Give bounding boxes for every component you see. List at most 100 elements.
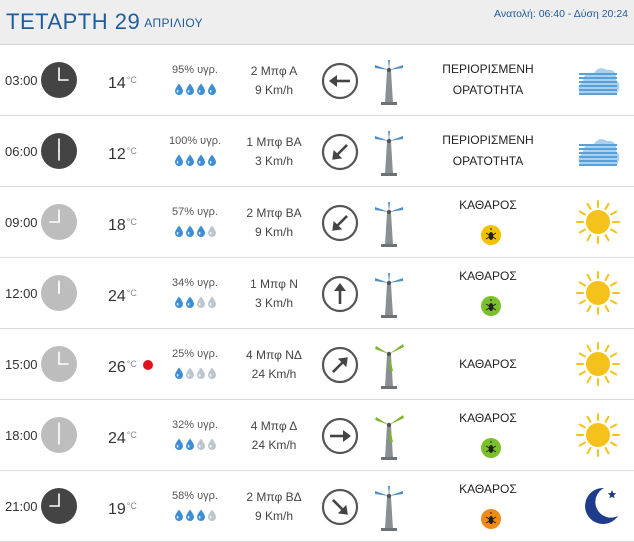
- temperature-value: 18: [108, 217, 126, 234]
- humidity-value: 25% υγρ.: [172, 348, 218, 360]
- pollen-green-icon[interactable]: [480, 295, 502, 317]
- hour-label: 15:00: [5, 357, 38, 372]
- arrow-up-icon: [321, 275, 359, 313]
- temperature: 12°C: [108, 116, 137, 187]
- condition-line: ΟΡΑΤΟΤΗΤΑ: [452, 154, 524, 168]
- condition-label: ΚΑΘΑΡΟΣ: [430, 198, 546, 212]
- drop-icon: [195, 82, 206, 99]
- condition-label: ΚΑΘΑΡΟΣ: [430, 411, 546, 425]
- wind-info: 1 Μπφ Ν 3 Km/h: [236, 275, 312, 313]
- wind-speed: 3 Km/h: [254, 296, 293, 310]
- drop-icon: [195, 224, 206, 241]
- temperature-value: 24: [108, 430, 126, 447]
- humidity-value: 95% υγρ.: [172, 64, 218, 76]
- temperature-unit: °C: [126, 288, 137, 298]
- wind-turbine-icon: [371, 270, 407, 318]
- humidity-drops: [160, 82, 230, 95]
- humidity-value: 57% υγρ.: [172, 206, 218, 218]
- drop-icon: [184, 366, 195, 383]
- arrow-down-right-icon: [321, 488, 359, 526]
- forecast-row: 21:00 19°C 58% υγρ. 2 Μπφ ΒΔ 9 Km/h ΚΑΘΑΡΟΣ: [0, 471, 634, 542]
- drop-icon: [206, 295, 217, 312]
- temperature: 19°C: [108, 471, 137, 542]
- wind-speed: 3 Km/h: [254, 154, 293, 168]
- temperature: 24°C: [108, 400, 137, 471]
- temperature-value: 14: [108, 75, 126, 92]
- humidity: 100% υγρ.: [160, 134, 230, 166]
- wind-turbine-icon: [371, 341, 407, 389]
- sun-icon: [574, 411, 622, 459]
- drop-icon: [184, 82, 195, 99]
- forecast-row: 03:00 14°C 95% υγρ. 2 Μπφ Α 9 Km/h ΠΕΡΙΟΡΙΣ…: [0, 45, 634, 116]
- wind-force: 2 Μπφ ΒΑ: [246, 206, 302, 220]
- drop-icon: [173, 437, 184, 454]
- humidity-drops: [160, 295, 230, 308]
- fog-icon: [574, 127, 622, 175]
- hour-label: 06:00: [5, 144, 38, 159]
- condition-label: ΚΑΘΑΡΟΣ: [430, 482, 546, 496]
- drop-icon: [184, 224, 195, 241]
- forecast-row: 12:00 24°C 34% υγρ. 1 Μπφ Ν 3 Km/h ΚΑΘΑΡΟΣ: [0, 258, 634, 329]
- drop-icon: [195, 508, 206, 525]
- forecast-row: 09:00 18°C 57% υγρ. 2 Μπφ ΒΑ 9 Km/h ΚΑΘΑΡΟΣ: [0, 187, 634, 258]
- temperature: 24°C: [108, 258, 137, 329]
- temperature-unit: °C: [126, 501, 137, 511]
- condition-label: ΠΕΡΙΟΡΙΣΜΕΝΗ ΟΡΑΤΟΤΗΤΑ: [430, 130, 546, 172]
- month-label: ΑΠΡΙΛΙΟΥ: [144, 16, 203, 30]
- wind-force: 2 Μπφ Α: [250, 64, 298, 78]
- temperature-value: 19: [108, 501, 126, 518]
- arrow-left-icon: [321, 62, 359, 100]
- wind-info: 1 Μπφ ΒΑ 3 Km/h: [236, 133, 312, 171]
- wind-force: 4 Μπφ ΝΔ: [246, 348, 302, 362]
- forecast-row: 06:00 12°C 100% υγρ. 1 Μπφ ΒΑ 3 Km/h ΠΕΡΙΟΡ…: [0, 116, 634, 187]
- temperature: 14°C: [108, 45, 137, 116]
- humidity-value: 32% υγρ.: [172, 419, 218, 431]
- pollen-orange-icon[interactable]: [480, 508, 502, 530]
- drop-icon: [206, 508, 217, 525]
- clock-icon: [41, 346, 77, 382]
- humidity-drops: [160, 437, 230, 450]
- hour-label: 09:00: [5, 215, 38, 230]
- drop-icon: [173, 224, 184, 241]
- drop-icon: [195, 295, 206, 312]
- humidity-drops: [160, 366, 230, 379]
- arrow-down-left-icon: [321, 204, 359, 242]
- pollen-yellow-icon[interactable]: [480, 224, 502, 246]
- drop-icon: [173, 295, 184, 312]
- drop-icon: [184, 295, 195, 312]
- day-header: ΤΕΤΑΡΤΗ 29 ΑΠΡΙΛΙΟΥ Ανατολή: 06:40 - Δύση…: [0, 0, 634, 45]
- wind-force: 1 Μπφ ΒΑ: [246, 135, 302, 149]
- drop-icon: [173, 508, 184, 525]
- wind-turbine-icon: [371, 128, 407, 176]
- wind-force: 4 Μπφ Δ: [250, 419, 298, 433]
- temperature-value: 26: [108, 359, 126, 376]
- drop-icon: [173, 153, 184, 170]
- drop-icon: [173, 82, 184, 99]
- drop-icon: [206, 366, 217, 383]
- condition-line: ΚΑΘΑΡΟΣ: [459, 482, 517, 496]
- drop-icon: [195, 153, 206, 170]
- condition-line: ΟΡΑΤΟΤΗΤΑ: [452, 83, 524, 97]
- condition-line: ΠΕΡΙΟΡΙΣΜΕΝΗ: [442, 133, 534, 147]
- temperature-unit: °C: [126, 75, 137, 85]
- drop-icon: [184, 508, 195, 525]
- humidity: 32% υγρ.: [160, 418, 230, 450]
- pollen-green-icon[interactable]: [480, 437, 502, 459]
- condition-label: ΚΑΘΑΡΟΣ: [430, 269, 546, 283]
- temperature-value: 12: [108, 146, 126, 163]
- alert-dot-icon[interactable]: [143, 360, 153, 370]
- condition-line: ΠΕΡΙΟΡΙΣΜΕΝΗ: [442, 62, 534, 76]
- humidity-value: 58% υγρ.: [172, 490, 218, 502]
- wind-turbine-icon: [371, 483, 407, 531]
- humidity: 34% υγρ.: [160, 276, 230, 308]
- wind-turbine-icon: [371, 412, 407, 460]
- sun-icon: [574, 269, 622, 317]
- condition-line: ΚΑΘΑΡΟΣ: [459, 357, 517, 371]
- humidity-drops: [160, 224, 230, 237]
- wind-force: 2 Μπφ ΒΔ: [246, 490, 302, 504]
- sun-icon: [574, 198, 622, 246]
- condition-label: ΚΑΘΑΡΟΣ: [430, 329, 546, 400]
- drop-icon: [184, 437, 195, 454]
- humidity: 25% υγρ.: [160, 347, 230, 379]
